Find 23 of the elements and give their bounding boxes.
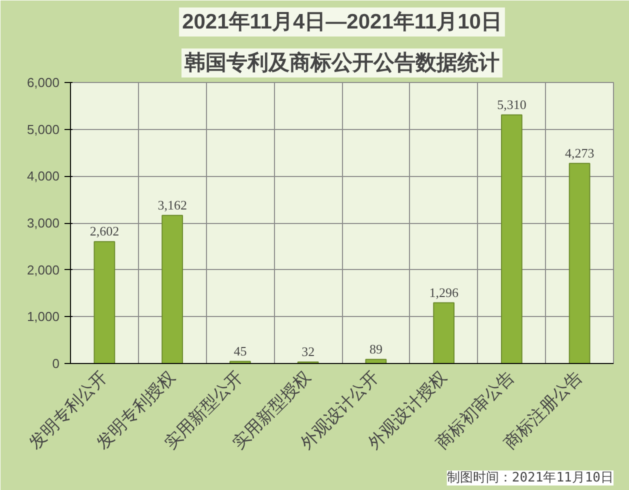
data-label: 1,296: [429, 284, 459, 300]
data-label: 32: [302, 344, 315, 359]
bar: [162, 214, 183, 364]
bar: [501, 114, 522, 364]
data-label: 2,602: [90, 224, 120, 239]
data-label: 5,310: [497, 96, 526, 112]
chart-subtitle: 韩国专利及商标公开公告数据统计: [184, 50, 500, 74]
data-label: 89: [369, 341, 382, 356]
data-label: 3,162: [158, 197, 187, 212]
data-label: 4,273: [564, 145, 594, 160]
bar: [433, 302, 454, 364]
y-tick-label: 6,000: [26, 75, 60, 90]
y-tick-label: 1,000: [26, 309, 60, 324]
chart-title: 2021年11月4日—2021年11月10日: [182, 10, 502, 34]
bar: [94, 241, 116, 364]
y-tick-label: 2,000: [26, 262, 60, 278]
y-tick-label: 5,000: [26, 122, 60, 137]
y-tick-label: 3,000: [26, 216, 60, 230]
y-tick-label: 4,000: [26, 168, 60, 184]
bar: [568, 162, 590, 364]
text: 制图时间：2021年11月10日: [446, 470, 614, 486]
data-label: 45: [234, 343, 247, 358]
y-tick-label: 0: [52, 356, 60, 371]
